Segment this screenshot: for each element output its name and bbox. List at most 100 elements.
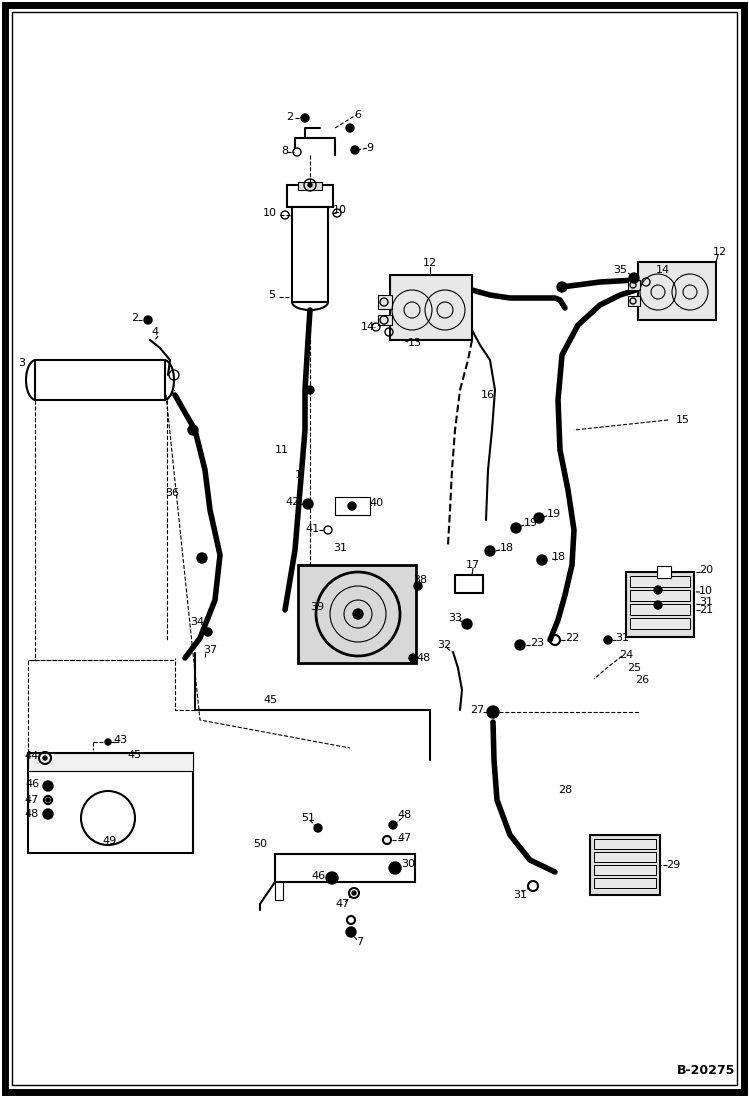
Text: 12: 12: [713, 247, 727, 257]
Bar: [630, 604, 690, 615]
Text: 18: 18: [500, 543, 514, 553]
Text: 25: 25: [627, 663, 641, 672]
Text: 31: 31: [699, 597, 713, 607]
Text: 14: 14: [656, 265, 670, 275]
Text: 35: 35: [613, 265, 627, 275]
Text: 28: 28: [558, 785, 572, 795]
Bar: [275, 882, 283, 900]
Text: 12: 12: [423, 258, 437, 268]
Bar: [390, 275, 472, 340]
Text: 31: 31: [513, 890, 527, 900]
Circle shape: [604, 636, 612, 644]
Bar: [298, 565, 416, 663]
Text: 7: 7: [357, 937, 363, 947]
Text: 23: 23: [530, 638, 544, 648]
Circle shape: [346, 927, 356, 937]
Circle shape: [43, 756, 47, 760]
Text: 47: 47: [398, 833, 412, 842]
Text: 3: 3: [19, 358, 25, 367]
Text: 34: 34: [190, 617, 204, 627]
Bar: [298, 182, 322, 190]
Circle shape: [105, 739, 111, 745]
Text: 36: 36: [165, 488, 179, 498]
Bar: [35, 360, 165, 400]
Text: 15: 15: [676, 415, 690, 425]
Text: 48: 48: [398, 810, 412, 819]
Circle shape: [511, 523, 521, 533]
Text: 40: 40: [369, 498, 383, 508]
Text: 32: 32: [437, 640, 451, 651]
Text: 31: 31: [615, 633, 629, 643]
Text: 9: 9: [366, 143, 374, 152]
Circle shape: [348, 502, 356, 510]
Text: 19: 19: [547, 509, 561, 519]
Circle shape: [43, 781, 53, 791]
Text: 46: 46: [311, 871, 325, 881]
Text: 14: 14: [361, 323, 375, 332]
Circle shape: [351, 146, 359, 154]
Text: 33: 33: [448, 613, 462, 623]
Circle shape: [462, 619, 472, 629]
Circle shape: [46, 798, 50, 802]
Circle shape: [43, 808, 53, 819]
Circle shape: [485, 546, 495, 556]
Text: 50: 50: [253, 839, 267, 849]
Text: 24: 24: [619, 651, 633, 660]
Bar: [630, 576, 690, 587]
Circle shape: [144, 316, 152, 324]
Bar: [630, 590, 690, 601]
Circle shape: [303, 499, 313, 509]
Circle shape: [346, 124, 354, 132]
Circle shape: [306, 386, 314, 394]
Bar: [292, 207, 328, 302]
Text: 17: 17: [466, 559, 480, 570]
Text: 21: 21: [699, 606, 713, 615]
Bar: [455, 575, 483, 593]
Text: 26: 26: [635, 675, 649, 685]
Circle shape: [204, 627, 212, 636]
Circle shape: [654, 601, 662, 609]
Bar: [594, 866, 656, 875]
Bar: [378, 315, 392, 325]
Bar: [638, 262, 716, 320]
Bar: [275, 853, 415, 882]
Text: 44: 44: [25, 751, 39, 761]
Bar: [287, 185, 333, 207]
Text: 11: 11: [275, 445, 289, 455]
Circle shape: [308, 183, 312, 186]
Text: 30: 30: [401, 859, 415, 869]
Text: 27: 27: [470, 705, 484, 715]
Circle shape: [654, 586, 662, 593]
Circle shape: [409, 654, 417, 661]
Text: 42: 42: [286, 497, 300, 507]
Text: 31: 31: [333, 543, 347, 553]
Text: 48: 48: [25, 808, 39, 819]
Circle shape: [414, 583, 422, 590]
Circle shape: [197, 553, 207, 563]
Text: 10: 10: [333, 205, 347, 215]
Circle shape: [389, 821, 397, 829]
Text: 16: 16: [481, 391, 495, 400]
Circle shape: [352, 891, 356, 895]
Text: 10: 10: [699, 586, 713, 596]
Text: 1: 1: [294, 470, 302, 480]
Text: 45: 45: [128, 750, 142, 760]
Circle shape: [557, 282, 567, 292]
Circle shape: [314, 824, 322, 832]
Bar: [626, 572, 694, 637]
Bar: [657, 566, 671, 578]
Text: 45: 45: [263, 695, 277, 705]
Text: 8: 8: [282, 146, 288, 156]
Circle shape: [629, 273, 639, 283]
Text: 48: 48: [417, 653, 431, 663]
Bar: [378, 295, 392, 309]
Text: 46: 46: [25, 779, 39, 789]
Bar: [28, 753, 193, 771]
Text: 41: 41: [306, 524, 320, 534]
Bar: [630, 618, 690, 629]
Circle shape: [534, 513, 544, 523]
Bar: [335, 497, 370, 514]
Text: 29: 29: [666, 860, 680, 870]
Text: 22: 22: [565, 633, 579, 643]
Text: 38: 38: [413, 575, 427, 585]
